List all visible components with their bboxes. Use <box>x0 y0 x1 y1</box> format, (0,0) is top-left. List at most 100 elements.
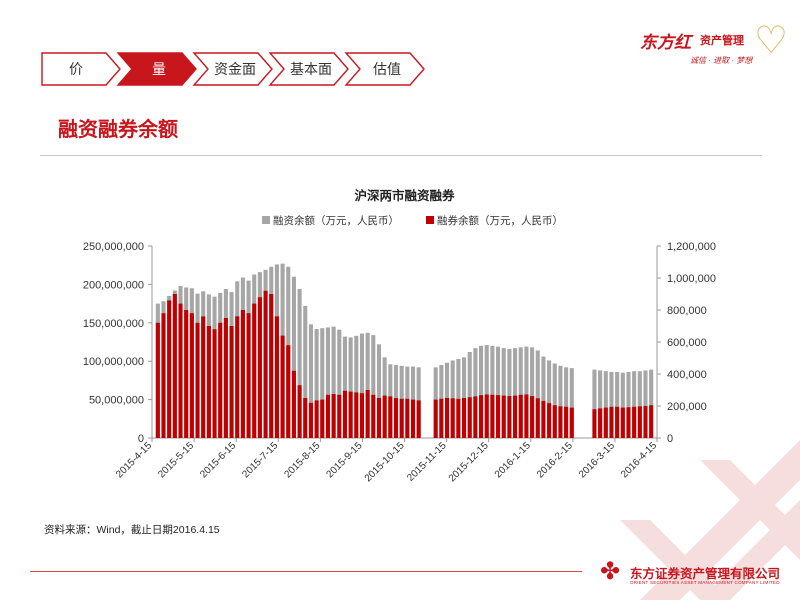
bar-short-selling <box>269 294 274 438</box>
x-tick-label: 2015-8-15 <box>282 440 322 480</box>
x-tick-label: 2015-9-15 <box>325 440 365 480</box>
tab-2[interactable]: 量 <box>116 52 197 86</box>
chart-title: 沪深两市融资融券 <box>354 188 455 203</box>
bar-financing <box>558 365 563 438</box>
bar-short-selling <box>314 400 319 438</box>
bar-financing <box>320 328 325 438</box>
bar-short-selling <box>223 318 228 438</box>
tab-shape <box>344 52 425 86</box>
footer-company-en: ORIENT SECURITIES ASSET MANAGEMENT COMPA… <box>630 580 780 585</box>
heart-icon: ♡ <box>754 20 789 62</box>
left-tick-label: 250,000,000 <box>83 241 144 253</box>
bar-financing <box>303 305 308 438</box>
bar-financing <box>496 346 501 438</box>
title-divider <box>40 155 762 156</box>
tab-1[interactable]: 价 <box>41 52 121 86</box>
bar-short-selling <box>626 407 631 438</box>
bar-short-selling <box>218 322 223 438</box>
bar-short-selling <box>354 392 359 438</box>
bar-financing <box>541 356 546 438</box>
bar-financing <box>331 326 336 438</box>
tab-3[interactable]: 资金面 <box>192 52 273 86</box>
left-tick-label: 50,000,000 <box>89 395 144 407</box>
bar-short-selling <box>229 326 234 438</box>
bar-financing <box>348 337 353 438</box>
bar-short-selling <box>212 329 217 438</box>
bar-short-selling <box>286 345 291 438</box>
bar-short-selling <box>473 396 478 438</box>
bar-short-selling <box>416 400 421 438</box>
footer-logo: ✤ 东方证券资产管理有限公司 ORIENT SECURITIES ASSET M… <box>600 560 790 590</box>
bar-financing <box>467 351 472 438</box>
bar-short-selling <box>252 303 257 438</box>
footer-company-cn: 东方证券资产管理有限公司 <box>630 567 781 581</box>
bar-short-selling <box>518 394 523 438</box>
bar-short-selling <box>178 303 183 438</box>
bar-short-selling <box>507 396 512 438</box>
bar-short-selling <box>632 406 637 438</box>
legend-swatch-1 <box>262 216 270 224</box>
bar-short-selling <box>513 395 518 438</box>
left-tick-label: 0 <box>138 433 144 445</box>
bar-short-selling <box>541 400 546 438</box>
bar-financing <box>637 371 642 438</box>
x-tick-label: 2015-11-15 <box>405 440 449 484</box>
bar-financing <box>376 344 382 438</box>
bar-short-selling <box>172 294 177 438</box>
left-tick-label: 100,000,000 <box>83 356 144 368</box>
bar-short-selling <box>303 398 308 438</box>
left-tick-label: 150,000,000 <box>83 318 144 330</box>
bar-short-selling <box>280 335 285 438</box>
bar-financing <box>359 333 365 438</box>
bar-short-selling <box>184 310 189 438</box>
bar-short-selling <box>189 313 194 438</box>
bar-financing <box>291 276 296 438</box>
bar-short-selling <box>263 290 268 438</box>
deco-stripe-3 <box>700 460 800 560</box>
page-title: 融资融券余额 <box>58 119 178 141</box>
bar-short-selling <box>558 406 563 438</box>
x-tick-label: 2015-6-15 <box>198 440 238 480</box>
right-tick-label: 0 <box>667 433 673 445</box>
bar-short-selling <box>552 405 557 438</box>
tab-5[interactable]: 估值 <box>344 52 425 86</box>
bar-financing <box>603 371 608 438</box>
bar-financing <box>337 329 342 438</box>
right-tick-label: 1,200,000 <box>667 241 716 253</box>
legend-swatch-2 <box>426 216 434 224</box>
bar-financing <box>649 369 654 438</box>
bar-short-selling <box>649 405 654 438</box>
bar-financing <box>547 360 552 438</box>
bar-short-selling <box>479 395 484 438</box>
bar-short-selling <box>598 408 603 438</box>
bar-short-selling <box>371 394 376 438</box>
tab-4[interactable]: 基本面 <box>268 52 349 86</box>
x-tick-label: 2015-7-15 <box>240 440 280 480</box>
bar-financing <box>484 345 489 438</box>
legend-label-1: 融资余额（万元，人民币） <box>273 214 399 227</box>
x-tick-label: 2016-1-15 <box>493 440 533 480</box>
logo-slogan: 诚信 · 进取 · 梦想 <box>690 56 753 65</box>
bar-short-selling <box>535 398 540 438</box>
right-tick-label: 200,000 <box>667 401 707 413</box>
bar-financing <box>609 371 614 438</box>
bar-short-selling <box>337 394 342 438</box>
bar-short-selling <box>569 407 574 438</box>
bar-short-selling <box>450 398 455 438</box>
bar-financing <box>592 369 597 438</box>
tab-label: 估值 <box>373 61 401 77</box>
bar-financing <box>626 371 631 438</box>
bar-financing <box>615 371 620 438</box>
bar-short-selling <box>643 406 648 438</box>
bar-short-selling <box>195 322 200 438</box>
right-tick-label: 800,000 <box>667 305 707 317</box>
bar-financing <box>524 346 529 438</box>
bar-financing <box>501 348 506 438</box>
x-tick-label: 2015-10-15 <box>363 440 407 484</box>
bar-short-selling <box>155 322 160 438</box>
bar-short-selling <box>348 391 353 438</box>
bar-short-selling <box>530 396 535 438</box>
tab-label: 基本面 <box>290 61 332 77</box>
tab-shape <box>192 52 273 86</box>
bar-short-selling <box>167 300 172 438</box>
